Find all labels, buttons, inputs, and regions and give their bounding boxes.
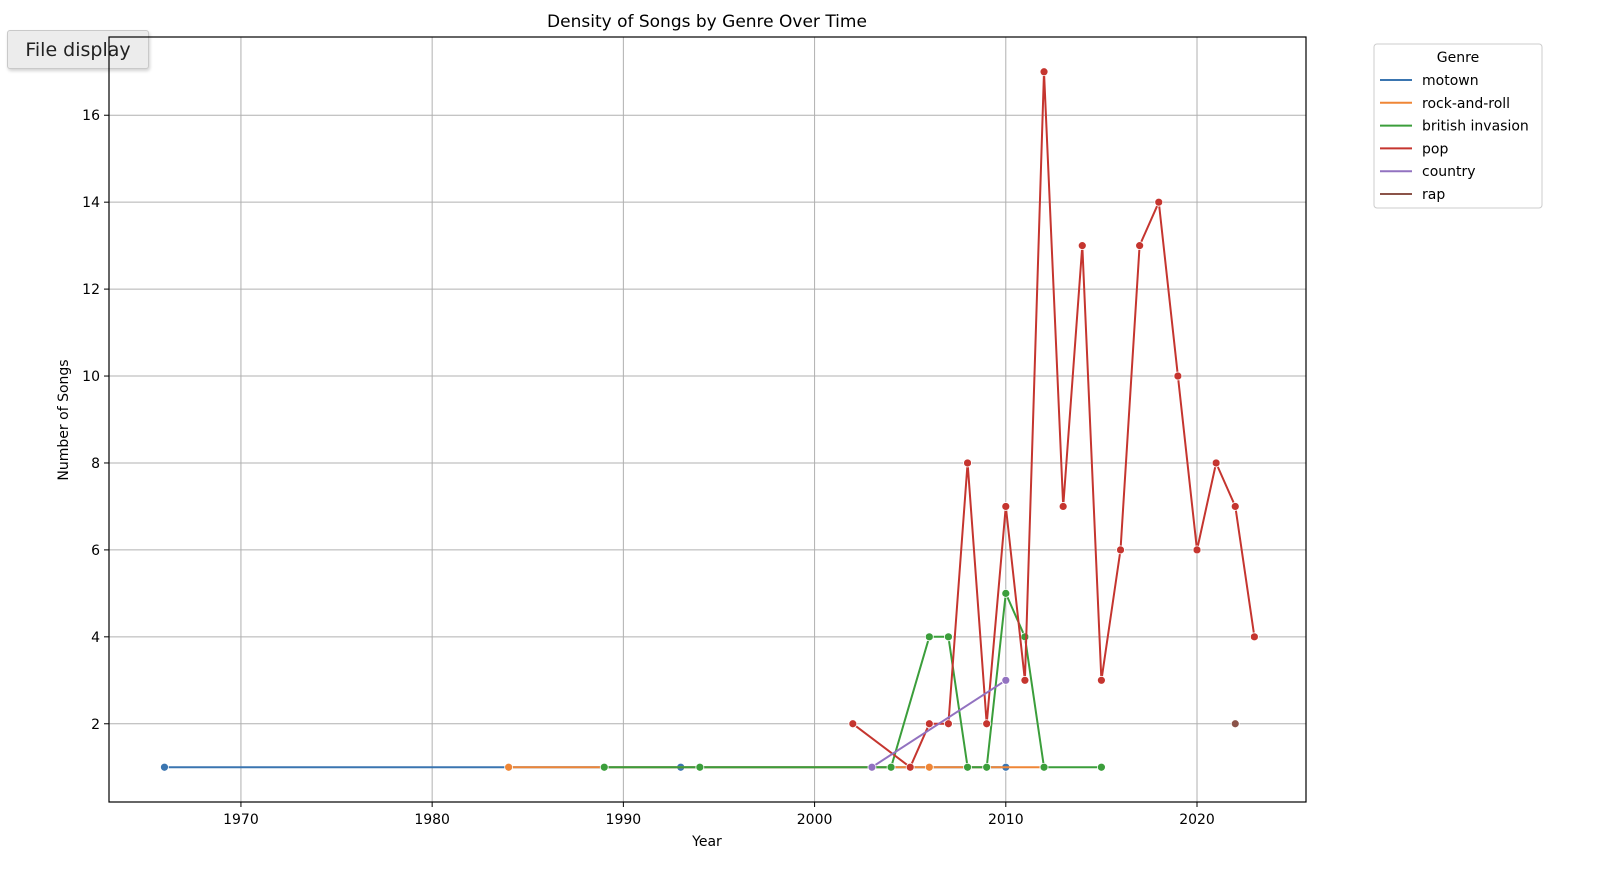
legend-entry: rap (1380, 187, 1445, 203)
data-point (1001, 588, 1011, 598)
data-point (905, 762, 915, 772)
data-point (944, 719, 953, 729)
data-point (1058, 502, 1068, 511)
data-point (1001, 675, 1011, 685)
plot-frame (108, 36, 1307, 803)
data-point (1249, 632, 1259, 642)
data-point (160, 762, 169, 772)
y-tick-label: 4 (91, 630, 100, 646)
data-point (1020, 675, 1030, 685)
data-point (963, 762, 972, 772)
x-tick-label: 2020 (1179, 812, 1215, 828)
y-tick-label: 12 (82, 282, 100, 298)
data-point (963, 458, 972, 468)
x-axis-ticks: 1970 1980 1990 2000 2010 2020 (223, 802, 1215, 828)
data-point (924, 762, 934, 772)
legend-entry: british invasion (1380, 119, 1529, 135)
data-point (1039, 762, 1049, 772)
legend-title: Genre (1437, 50, 1479, 66)
legend-box (1373, 43, 1543, 209)
y-axis-label: Number of Songs (56, 359, 72, 480)
data-point (867, 762, 877, 772)
y-tick-label: 10 (82, 369, 100, 385)
data-point (1211, 458, 1221, 468)
series-line (852, 70, 1256, 769)
legend-label: motown (1422, 73, 1479, 89)
data-point (848, 719, 858, 729)
series-pop (848, 67, 1259, 772)
data-point (1001, 502, 1011, 511)
y-tick-label: 14 (82, 195, 100, 211)
data-point (982, 762, 992, 772)
data-point (504, 762, 514, 772)
legend: Genre motown rock-and-roll british invasio… (1373, 43, 1543, 209)
y-tick-label: 2 (91, 717, 100, 733)
data-point (1116, 545, 1125, 555)
x-tick-label: 1970 (223, 812, 259, 828)
y-axis-ticks: 2 4 6 8 10 12 14 16 (82, 108, 109, 733)
legend-label: rock-and-roll (1422, 96, 1510, 112)
data-point (1154, 197, 1164, 207)
legend-entry: pop (1380, 141, 1448, 157)
x-tick-label: 2000 (797, 812, 833, 828)
x-tick-label: 1990 (606, 812, 642, 828)
series-line (871, 679, 1007, 769)
data-point (1097, 675, 1106, 685)
legend-label: british invasion (1422, 119, 1529, 135)
data-point (1039, 67, 1049, 77)
legend-entry: rock-and-roll (1380, 96, 1510, 112)
data-point (1077, 241, 1087, 251)
data-point (886, 762, 896, 772)
data-point (924, 632, 934, 642)
chart-title: Density of Songs by Genre Over Time (547, 12, 867, 32)
data-point (1097, 762, 1106, 772)
y-tick-label: 8 (91, 456, 100, 472)
x-tick-label: 1980 (414, 812, 450, 828)
data-point (944, 632, 953, 642)
data-point (982, 719, 992, 729)
series-country (867, 675, 1011, 772)
x-axis-label: Year (691, 834, 722, 850)
series-layer (160, 67, 1259, 772)
x-tick-label: 2010 (988, 812, 1024, 828)
legend-entry: motown (1380, 73, 1479, 89)
data-point (1230, 719, 1240, 729)
series-rap (1230, 719, 1240, 729)
data-point (1020, 632, 1030, 642)
legend-label: country (1422, 164, 1476, 180)
data-point (1135, 241, 1145, 251)
data-point (1230, 502, 1240, 511)
y-tick-label: 6 (91, 543, 100, 559)
legend-entry: country (1380, 164, 1476, 180)
data-point (924, 719, 934, 729)
chart-grid (109, 37, 1306, 802)
y-tick-label: 16 (82, 108, 100, 124)
data-point (1173, 371, 1183, 381)
data-point (599, 762, 609, 772)
legend-label: rap (1422, 187, 1445, 203)
data-point (695, 762, 705, 772)
legend-label: pop (1422, 141, 1448, 157)
data-point (1192, 545, 1202, 555)
series-british-invasion (599, 588, 1106, 772)
